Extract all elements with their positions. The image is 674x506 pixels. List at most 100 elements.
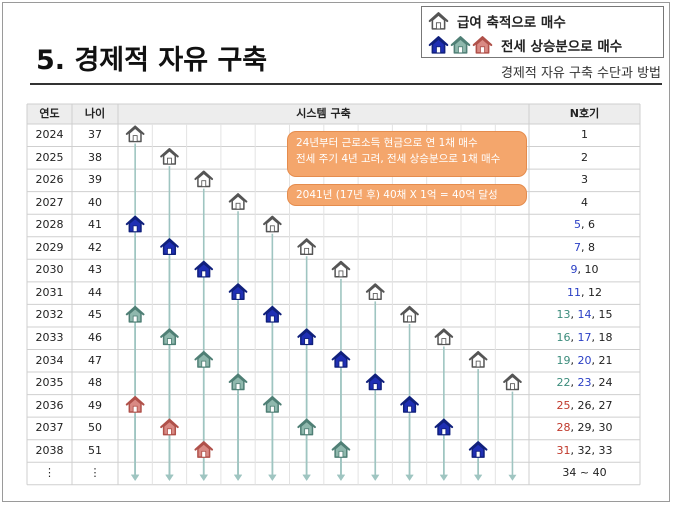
house-red-icon: [160, 418, 179, 436]
house-blue-icon: [428, 35, 449, 55]
legend-label-salary: 급여 축적으로 매수: [457, 15, 566, 31]
year-cell: 2038: [35, 443, 64, 457]
house-teal-icon: [125, 305, 145, 323]
count-segment: 3: [581, 173, 588, 187]
slide-frame: [2, 2, 670, 502]
count-segment: 7: [574, 240, 581, 254]
count-segment: ,: [591, 421, 599, 435]
house-blue-icon: [263, 305, 282, 323]
house-outline-icon: [194, 170, 214, 188]
year-cell: 2034: [35, 353, 64, 367]
count-segment: ,: [591, 398, 599, 412]
legend-box: 급여 축적으로 매수 전세 상승분으로 매수: [421, 6, 664, 58]
age-cell: 39: [88, 173, 102, 187]
count-segment: 16: [556, 330, 571, 344]
note-strategy-line-1: 24년부터 근로소득 현금으로 연 1채 매수: [296, 137, 478, 149]
count-segment: 22: [556, 376, 571, 390]
count-cell: 3: [529, 169, 640, 192]
header-system: 시스템 구축: [296, 107, 351, 120]
count-segment: 9: [570, 263, 578, 277]
count-segment: 18: [598, 330, 613, 344]
count-cell: 1: [529, 124, 640, 147]
flow-arrowhead: [199, 474, 208, 481]
house-outline-icon: [434, 328, 454, 346]
house-blue-icon: [125, 215, 145, 233]
flow-arrowhead: [371, 474, 380, 481]
age-cell: 44: [88, 285, 102, 299]
age-cell: 49: [88, 398, 102, 412]
house-blue-icon: [194, 260, 214, 278]
year-cell: 2033: [35, 330, 64, 344]
age-cell: 38: [88, 150, 102, 164]
year-cell: 2037: [35, 421, 64, 435]
count-segment: 4: [581, 195, 588, 209]
house-teal-icon: [228, 373, 248, 391]
house-outline-icon: [365, 283, 385, 301]
year-cell: ⋮: [44, 466, 55, 480]
year-cell: 2031: [35, 285, 64, 299]
year-cell: 2035: [35, 376, 64, 390]
house-outline-icon: [503, 373, 522, 391]
count-segment: 31: [556, 443, 571, 457]
count-segment: 23: [577, 376, 592, 390]
note-strategy-line-2: 전세 주기 4년 고려, 전세 상승분으로 1채 매수: [296, 153, 501, 165]
count-segment: 17: [577, 330, 592, 344]
count-segment: ,: [591, 353, 599, 367]
house-blue-icon: [160, 238, 179, 255]
age-cell: 43: [88, 263, 102, 277]
flow-arrowhead: [474, 474, 483, 481]
house-red-icon: [472, 35, 493, 55]
count-segment: 21: [598, 353, 613, 367]
count-segment: ,: [581, 285, 588, 299]
count-cell: 28, 29, 30: [529, 417, 640, 440]
age-cell: ⋮: [89, 466, 101, 480]
age-cell: 42: [88, 240, 102, 254]
count-segment: 29: [577, 421, 592, 435]
flow-arrowhead: [405, 474, 414, 481]
year-cell: 2036: [35, 398, 64, 412]
title-underline: [30, 83, 662, 85]
count-segment: 33: [598, 443, 613, 457]
age-cell: 47: [88, 353, 102, 367]
count-segment: 11: [567, 285, 581, 299]
house-outline-icon: [263, 215, 282, 233]
house-teal-icon: [297, 418, 316, 436]
flow-arrowhead: [508, 474, 517, 481]
header-age: 나이: [84, 107, 106, 120]
count-segment: 28: [556, 421, 571, 435]
count-cell: 7, 8: [529, 237, 640, 260]
year-cell: 2028: [35, 218, 64, 232]
house-outline-icon: [400, 305, 419, 323]
house-blue-icon: [400, 396, 419, 413]
house-outline-icon: [125, 125, 145, 143]
count-cell: 9, 10: [529, 259, 640, 282]
age-cell: 48: [88, 376, 102, 390]
house-teal-icon: [331, 441, 351, 458]
page-subtitle: 경제적 자유 구축 수단과 방법: [500, 66, 661, 81]
age-cell: 37: [88, 128, 102, 141]
flow-arrowhead: [268, 474, 277, 481]
count-cell: 11, 12: [529, 282, 640, 305]
note-goal: 2041년 (17년 후) 40채 X 1억 = 40억 달성: [287, 184, 527, 206]
count-segment: ,: [591, 308, 599, 322]
count-segment: ,: [581, 240, 588, 254]
count-segment: ,: [591, 443, 599, 457]
table-header-bg: [27, 104, 640, 124]
count-segment: 32: [577, 443, 592, 457]
house-blue-icon: [365, 373, 385, 391]
house-red-icon: [194, 441, 214, 458]
count-segment: 8: [588, 240, 595, 254]
count-cell: 16, 17, 18: [529, 327, 640, 350]
count-segment: 30: [598, 421, 613, 435]
house-outline-icon: [468, 350, 488, 368]
flow-arrowhead: [131, 474, 140, 481]
legend-label-jeonse: 전세 상승분으로 매수: [501, 39, 623, 55]
count-segment: 20: [577, 353, 592, 367]
count-segment: 12: [588, 285, 602, 299]
count-segment: 27: [598, 398, 613, 412]
count-cell: 34 ~ 40: [529, 462, 640, 485]
header-year: 연도: [39, 107, 60, 120]
count-cell: 31, 32, 33: [529, 440, 640, 463]
